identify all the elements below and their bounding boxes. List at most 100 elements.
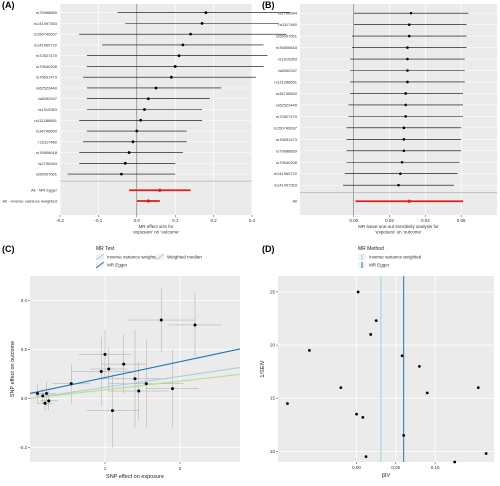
panel-b-snp-label: rs34748500	[276, 91, 298, 96]
panel-d-xlabel: βIV	[382, 473, 391, 479]
panel-a-snp-label: rs3117460	[38, 139, 57, 144]
panel-c-point	[36, 391, 39, 395]
panel-b-snp-label: rs79988859	[276, 148, 298, 153]
panel-label-b: (B)	[262, 0, 275, 10]
panel-a-snp-label: rs150749637	[34, 32, 58, 37]
panel-a-xtick-label: -0.1	[95, 218, 103, 223]
panel-b-xtick-label: 0.06	[457, 218, 466, 223]
panel-b-xtick-label: 0.00	[349, 218, 358, 223]
panel-d-point	[356, 290, 360, 294]
panel-c-regression-line	[29, 348, 241, 395]
panel-a-point	[204, 11, 208, 15]
panel-b-snp-label: rs79640208	[276, 160, 298, 165]
panel-b-snp-label: rs76806618	[276, 45, 298, 50]
panel-a-point	[135, 129, 139, 133]
panel-a-snp-label: rs76831473	[36, 75, 58, 80]
panel-c-legend-swatch	[95, 261, 105, 269]
panel-a-summary-label: All - Inverse variance weighted	[3, 199, 57, 204]
panel-a-snp-label: rs59007501	[36, 172, 58, 177]
panel-a-point	[154, 86, 158, 90]
panel-a-point	[131, 140, 135, 144]
panel-d-point	[286, 402, 289, 405]
panel-b-xtick-label: 0.04	[421, 218, 430, 223]
panel-a-point	[200, 21, 204, 25]
panel-d-ytick-label: 15	[270, 396, 276, 401]
panel-d-point	[364, 455, 368, 459]
panel-a-summary-point	[158, 188, 162, 192]
panel-d-ytick-label: 25	[270, 289, 276, 294]
panel-b-snp-label: rs8052047	[278, 68, 298, 73]
panel-a-point	[120, 172, 123, 176]
panel-d-xtick-label: 0.05	[391, 465, 400, 470]
panel-a-snp-label: rs72827470	[36, 53, 58, 58]
panel-b-snp-label: rs59007501	[276, 34, 298, 39]
panel-b-point	[402, 126, 406, 130]
panel-a-point	[123, 161, 127, 165]
panel-a-snp-label: rs111288651	[34, 118, 58, 123]
panel-c-xtick-label: 2	[179, 466, 182, 471]
panel-c-ytick-label: 0.4	[21, 298, 28, 303]
panel-a-snp-label: rs1919353	[38, 107, 58, 112]
panel-c-regression-line	[29, 373, 241, 399]
panel-b-point	[406, 69, 409, 72]
panel-c-point	[107, 367, 111, 371]
panel-d-point	[369, 333, 373, 336]
panel-d-point	[308, 349, 311, 352]
panel-c-point	[171, 387, 174, 391]
panel-a-xlabel: 'exposure' on 'outcome'	[133, 230, 180, 235]
panel-b-snp-label: rs141960722	[274, 171, 298, 176]
panel-c-ytick-label: 0.0	[21, 396, 28, 401]
panel-a-snp-label: rs8052047	[38, 96, 58, 101]
panel-a-snp-label: rs62523440	[36, 85, 58, 90]
panel-c-ylabel: SNP effect on outcome	[10, 341, 16, 397]
panel-a-point	[169, 75, 173, 79]
panel-a-xlabel: MR effect size for	[139, 224, 174, 229]
panel-c-point	[144, 382, 148, 386]
panel-d-point	[339, 386, 343, 389]
panel-b-point	[402, 149, 406, 153]
panel-c-regression-line	[29, 366, 241, 399]
panel-d-point	[476, 386, 480, 389]
panel-d-legend-label: MR Egger	[369, 263, 390, 268]
panel-d-legend-title: MR Method	[358, 246, 384, 252]
panel-d-background	[278, 276, 494, 462]
panel-label-c: (C)	[2, 244, 15, 254]
panel-a-point	[146, 97, 150, 101]
panel-a-point	[127, 151, 131, 154]
panel-c-point	[159, 318, 163, 322]
panel-c-point	[193, 323, 197, 327]
panel-c-legend-title: MR Test	[96, 246, 115, 252]
panel-b-point	[409, 11, 413, 15]
panel-c-point	[41, 394, 45, 398]
panel-a-snp-label: rs76806618	[36, 150, 58, 155]
panel-c-point	[99, 369, 103, 373]
panel-a-xtick-label: 0.2	[210, 218, 217, 223]
panel-d-point	[425, 391, 429, 395]
panel-a-summary-label: All - MR Egger	[31, 188, 58, 193]
panel-a-snp-label: rs34748500	[36, 129, 58, 134]
panel-c-legend-swatch	[95, 253, 105, 261]
panel-c-point	[103, 352, 107, 356]
panel-c-point	[47, 399, 51, 403]
panel-b-xtick-label: 0.02	[385, 218, 394, 223]
panel-d-ytick-label: 20	[270, 343, 276, 348]
panel-c-point	[111, 409, 114, 413]
panel-b-point	[400, 160, 404, 164]
panel-a-point	[139, 118, 143, 122]
panel-b-snp-label: rs72827470	[276, 114, 298, 119]
panel-c-point	[43, 401, 47, 405]
panel-b-summary-label: All	[293, 199, 298, 204]
panel-c-legend-label: MR Egger	[107, 263, 128, 268]
panel-b-snp-label: rs1919353	[278, 57, 298, 62]
panel-a-point	[143, 108, 146, 111]
panel-b-snp-label: rs76831473	[276, 137, 298, 142]
panel-b-point	[407, 23, 411, 26]
panel-c-point	[45, 391, 48, 395]
panel-b-snp-label: rs2796394	[278, 11, 298, 16]
panel-a-xtick-label: 0.1	[172, 218, 179, 223]
panel-b-summary-point	[407, 199, 411, 203]
panel-d-point	[453, 460, 457, 464]
panel-d-legend-label: Inverse variance weighted	[369, 255, 422, 260]
panel-c-legend-swatch	[155, 253, 165, 261]
panel-c-legend-label: Inverse variance weighted	[107, 255, 160, 260]
